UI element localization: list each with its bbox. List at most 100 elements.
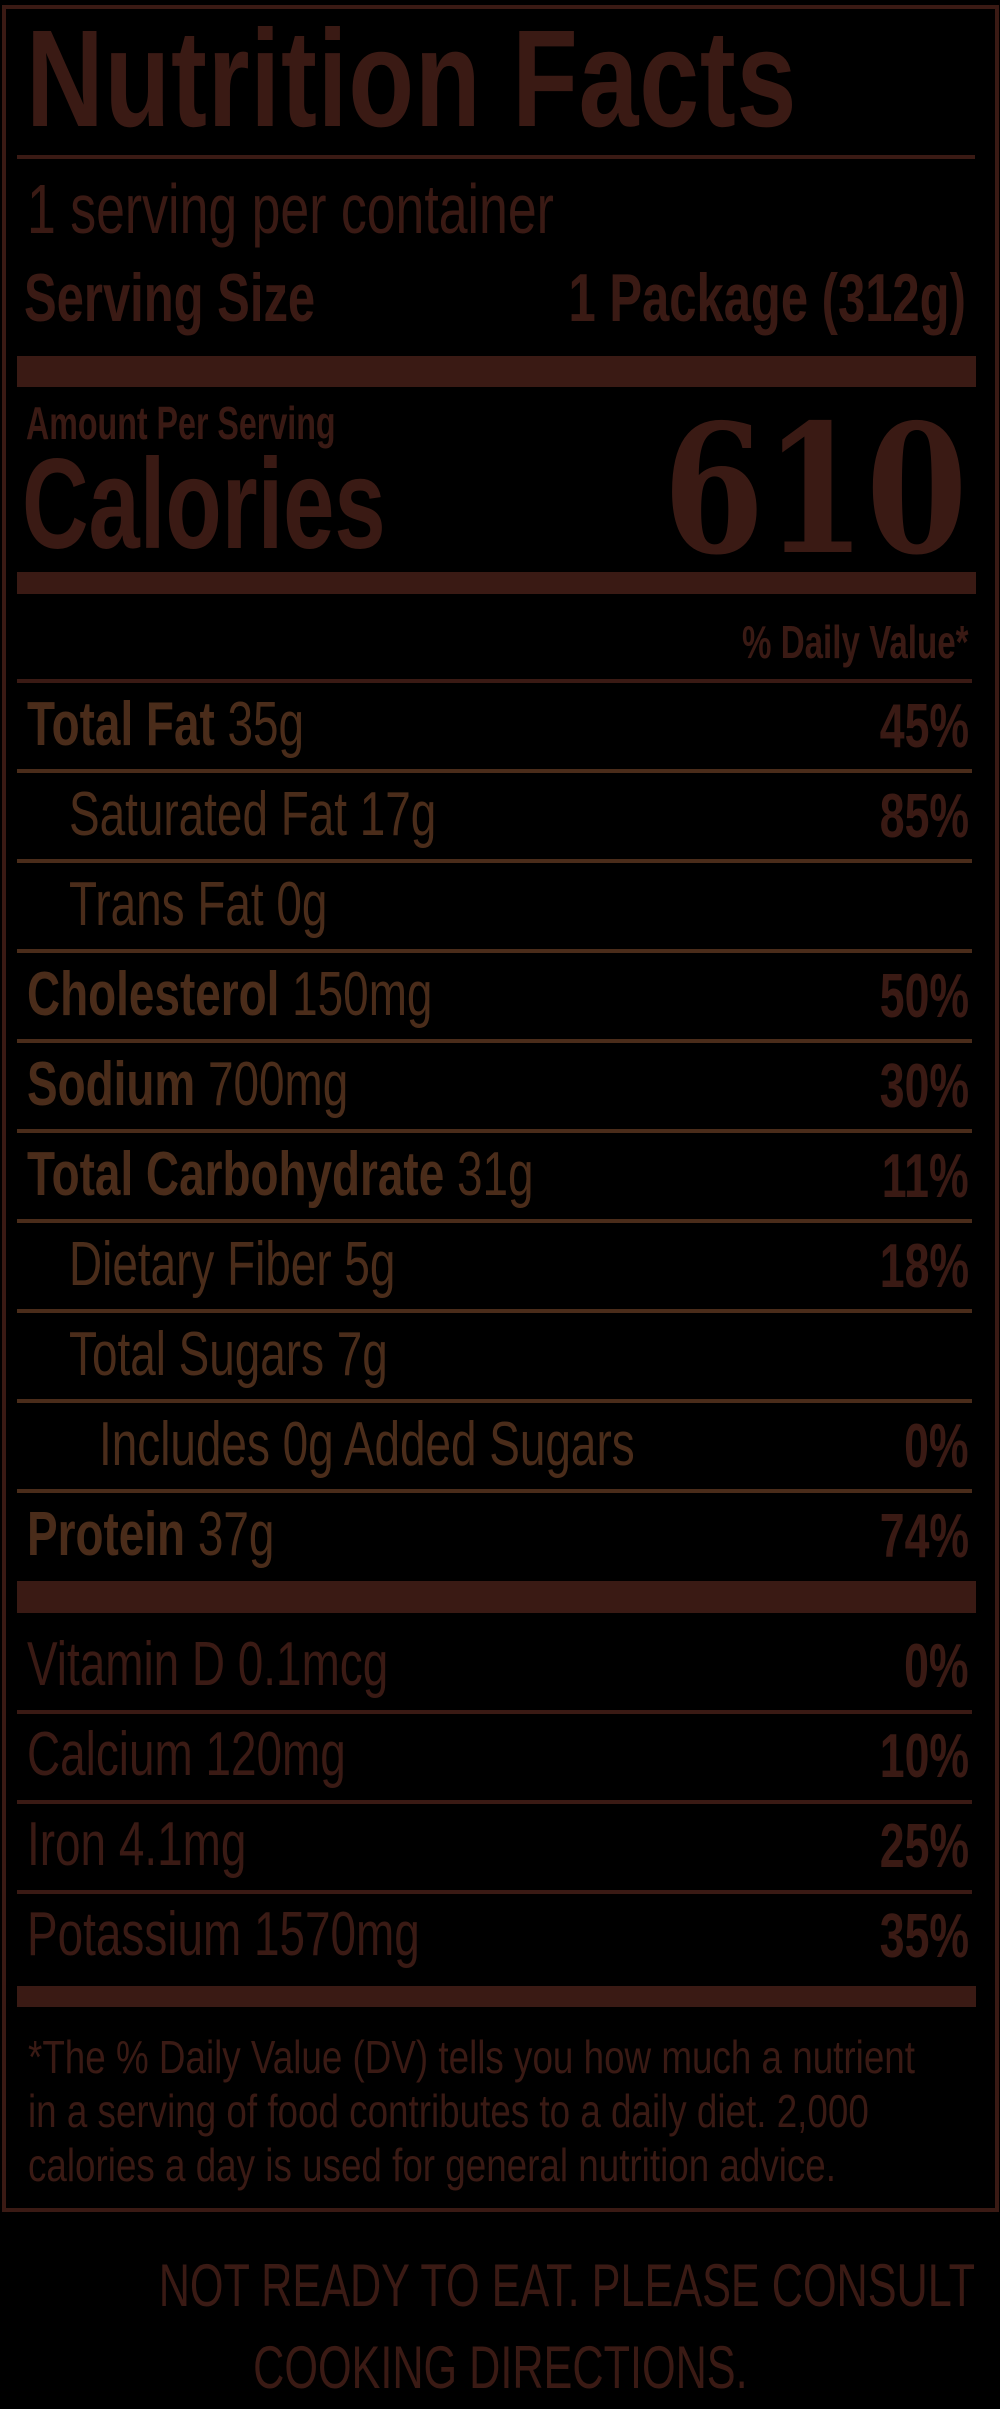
serving-size-label: Serving Size xyxy=(24,260,316,336)
vitamin-amount: 1570mg xyxy=(253,1900,420,1969)
nutrient-label: Includes 0g Added Sugars xyxy=(99,1410,635,1479)
vitamin-amount: 4.1mg xyxy=(118,1810,247,1879)
vitamin-name: Vitamin D 0.1mcg xyxy=(27,1628,388,1702)
nutrient-row: Total Carbohydrate 31g 11% xyxy=(17,1132,972,1218)
vitamin-daily-value: 35% xyxy=(879,1902,969,1971)
vitamin-daily-value: 25% xyxy=(879,1812,969,1881)
footnote-line: calories a day is used for general nutri… xyxy=(28,2139,837,2191)
vitamin-amount: 0.1mcg xyxy=(237,1630,389,1699)
nutrient-name: Sodium 700mg xyxy=(27,1048,348,1122)
nutrient-name: Includes 0g Added Sugars xyxy=(99,1408,635,1482)
divider xyxy=(17,1129,972,1133)
divider xyxy=(17,1309,972,1313)
daily-value-footnote: *The % Daily Value (DV) tells you how mu… xyxy=(28,2030,964,2192)
nutrient-label: Sodium xyxy=(27,1050,196,1119)
nutrient-amount: 37g xyxy=(197,1500,275,1569)
nutrient-amount: 17g xyxy=(359,780,437,849)
nutrient-name: Dietary Fiber 5g xyxy=(69,1228,395,1302)
nutrient-amount: 0g xyxy=(276,870,328,939)
servings-per-container: 1 serving per container xyxy=(27,170,554,248)
calories-label: Calories xyxy=(22,433,386,576)
divider xyxy=(17,859,972,863)
divider xyxy=(17,1800,972,1804)
nutrient-amount: 150mg xyxy=(292,960,433,1029)
thick-divider xyxy=(17,1581,976,1613)
nutrient-row: Protein 37g 74% xyxy=(17,1492,972,1578)
nutrient-row: Includes 0g Added Sugars 0% xyxy=(17,1402,972,1488)
nutrient-label: Cholesterol xyxy=(27,960,280,1029)
nutrient-name: Total Carbohydrate 31g xyxy=(27,1138,534,1212)
nutrition-label-border xyxy=(2,5,999,2212)
nutrient-row: Total Sugars 7g xyxy=(17,1312,972,1398)
nutrient-row: Sodium 700mg 30% xyxy=(17,1042,972,1128)
label-title: Nutrition Facts xyxy=(26,2,798,156)
warning-line: NOT READY TO EAT. PLEASE CONSULT xyxy=(158,2252,975,2319)
divider xyxy=(17,1710,972,1714)
nutrient-name: Total Fat 35g xyxy=(27,688,304,762)
nutrient-daily-value: 0% xyxy=(904,1412,969,1481)
divider xyxy=(17,155,975,159)
vitamin-name: Calcium 120mg xyxy=(27,1718,346,1792)
nutrient-row: Dietary Fiber 5g 18% xyxy=(17,1222,972,1308)
nutrient-daily-value: 85% xyxy=(879,782,969,851)
nutrient-name: Saturated Fat 17g xyxy=(69,778,436,852)
nutrient-label: Saturated Fat xyxy=(69,780,347,849)
nutrient-label: Total Sugars xyxy=(69,1320,325,1389)
nutrient-label: Protein xyxy=(27,1500,186,1569)
divider xyxy=(17,769,972,773)
vitamin-daily-value: 0% xyxy=(904,1632,969,1701)
nutrient-daily-value: 18% xyxy=(879,1232,969,1301)
preparation-warning: NOT READY TO EAT. PLEASE CONSULT COOKING… xyxy=(0,2245,1000,2409)
vitamin-row: Calcium 120mg 10% xyxy=(17,1712,972,1798)
vitamin-label: Iron xyxy=(27,1810,107,1879)
divider xyxy=(17,949,972,953)
nutrient-daily-value: 30% xyxy=(879,1052,969,1121)
divider xyxy=(17,1399,972,1403)
footnote-line: *The % Daily Value (DV) tells you how mu… xyxy=(28,2031,915,2083)
vitamin-row: Vitamin D 0.1mcg 0% xyxy=(17,1622,972,1708)
nutrient-amount: 31g xyxy=(456,1140,534,1209)
nutrient-label: Total Fat xyxy=(27,690,215,759)
thick-divider xyxy=(17,1986,976,2007)
nutrient-name: Protein 37g xyxy=(27,1498,274,1572)
nutrient-daily-value: 74% xyxy=(879,1502,969,1571)
nutrient-amount: 7g xyxy=(336,1320,388,1389)
vitamin-amount: 120mg xyxy=(205,1720,346,1789)
nutrient-amount: 5g xyxy=(344,1230,396,1299)
divider xyxy=(17,1039,972,1043)
amount-per-serving: Amount Per Serving xyxy=(26,397,336,449)
nutrient-row: Total Fat 35g 45% xyxy=(17,682,972,768)
nutrient-label: Total Carbohydrate xyxy=(27,1140,445,1209)
vitamin-label: Potassium xyxy=(27,1900,242,1969)
vitamin-name: Potassium 1570mg xyxy=(27,1898,420,1972)
nutrient-row: Trans Fat 0g xyxy=(17,862,972,948)
nutrient-row: Saturated Fat 17g 85% xyxy=(17,772,972,858)
vitamin-label: Calcium xyxy=(27,1720,193,1789)
vitamin-daily-value: 10% xyxy=(879,1722,969,1791)
divider xyxy=(17,1890,972,1894)
calories-value: 610 xyxy=(663,385,968,594)
nutrient-daily-value: 45% xyxy=(879,692,969,761)
thick-divider xyxy=(17,356,976,387)
divider xyxy=(17,679,972,683)
nutrient-daily-value: 11% xyxy=(882,1142,969,1211)
thick-divider xyxy=(17,572,976,594)
nutrient-name: Total Sugars 7g xyxy=(69,1318,388,1392)
vitamin-label: Vitamin D xyxy=(27,1630,226,1699)
warning-line: COOKING DIRECTIONS. xyxy=(252,2334,748,2401)
divider xyxy=(17,1219,972,1223)
nutrient-daily-value: 50% xyxy=(879,962,969,1031)
nutrient-name: Trans Fat 0g xyxy=(69,868,327,942)
nutrient-amount: 35g xyxy=(227,690,305,759)
vitamin-row: Iron 4.1mg 25% xyxy=(17,1802,972,1888)
nutrient-label: Dietary Fiber xyxy=(69,1230,332,1299)
footnote-line: in a serving of food contributes to a da… xyxy=(28,2085,869,2137)
nutrient-label: Trans Fat xyxy=(69,870,264,939)
nutrient-name: Cholesterol 150mg xyxy=(27,958,432,1032)
divider xyxy=(17,1489,972,1493)
nutrient-row: Cholesterol 150mg 50% xyxy=(17,952,972,1038)
daily-value-header: % Daily Value* xyxy=(741,616,968,668)
nutrient-amount: 700mg xyxy=(207,1050,349,1119)
serving-size-value: 1 Package (312g) xyxy=(568,260,966,336)
vitamin-row: Potassium 1570mg 35% xyxy=(17,1892,972,1978)
